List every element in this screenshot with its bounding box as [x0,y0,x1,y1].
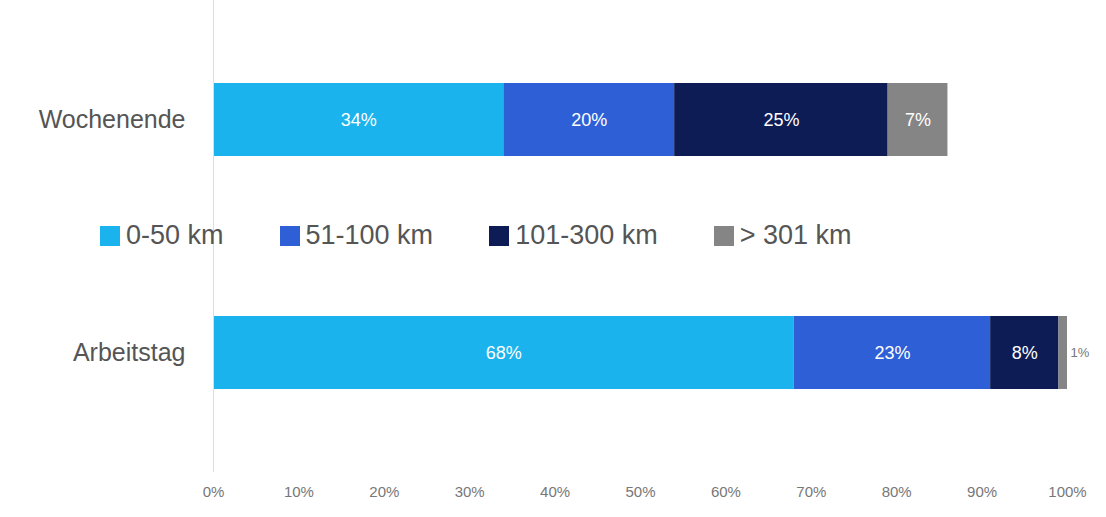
svg-text:80%: 80% [882,483,912,500]
svg-text:Arbeitstag: Arbeitstag [73,338,186,366]
svg-text:Wochenende: Wochenende [39,105,186,133]
svg-text:68%: 68% [486,343,522,363]
html-text:0-50 km: 0-50 km [126,220,224,250]
html-text:> 301 km: > 301 km [739,220,852,250]
svg-text:34%: 34% [341,110,377,130]
svg-text:70%: 70% [796,483,826,500]
svg-text:25%: 25% [763,110,799,130]
svg-text:30%: 30% [455,483,485,500]
svg-text:90%: 90% [967,483,997,500]
svg-text:7%: 7% [905,110,931,130]
svg-text:60%: 60% [711,483,741,500]
svg-text:50%: 50% [625,483,655,500]
svg-text:1%: 1% [1071,345,1090,360]
svg-text:100%: 100% [1048,483,1086,500]
html-text:51-100 km: 51-100 km [305,220,434,250]
html-text:101-300 km: 101-300 km [515,220,658,250]
svg-text:10%: 10% [284,483,314,500]
svg-text:20%: 20% [369,483,399,500]
svg-text:20%: 20% [571,110,607,130]
svg-text:0%: 0% [203,483,225,500]
svg-text:40%: 40% [540,483,570,500]
svg-text:8%: 8% [1012,343,1038,363]
svg-text:23%: 23% [874,343,910,363]
